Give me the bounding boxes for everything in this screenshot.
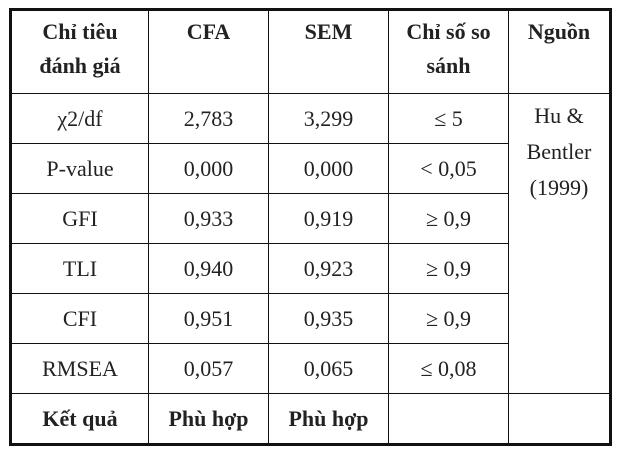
table-cell: 0,000 bbox=[148, 143, 269, 194]
result-cell: Phù hợp bbox=[148, 393, 269, 445]
table-row: χ2/df 2,783 3,299 ≤ 5 Hu & Bentler (1999) bbox=[10, 93, 611, 394]
result-cell: Kết quả bbox=[10, 393, 149, 445]
header-cell: CFA bbox=[148, 9, 269, 94]
table-cell: RMSEA bbox=[10, 343, 149, 394]
table-body: χ2/df 2,783 3,299 ≤ 5 Hu & Bentler (1999) P-v… bbox=[10, 93, 611, 445]
table-cell: P-value bbox=[10, 143, 149, 194]
header-row: Chỉ tiêu đánh giá CFA SEM Chỉ số so sánh… bbox=[10, 9, 611, 94]
table-cell: 3,299 bbox=[268, 93, 389, 144]
table-cell: 0,923 bbox=[268, 243, 389, 294]
header-cell: Nguồn bbox=[508, 9, 611, 94]
table-cell: 0,933 bbox=[148, 193, 269, 244]
table-cell: CFI bbox=[10, 293, 149, 344]
table-cell: ≥ 0,9 bbox=[388, 243, 509, 294]
table-row: GFI 0,933 0,919 ≥ 0,9 bbox=[10, 193, 611, 244]
table-row: TLI 0,940 0,923 ≥ 0,9 bbox=[10, 243, 611, 294]
fit-table: Chỉ tiêu đánh giá CFA SEM Chỉ số so sánh… bbox=[9, 8, 612, 446]
table-cell: 0,000 bbox=[268, 143, 389, 194]
table-cell: 0,065 bbox=[268, 343, 389, 394]
table-cell: ≤ 5 bbox=[388, 93, 509, 144]
table-cell: ≤ 0,08 bbox=[388, 343, 509, 394]
table-cell: ≥ 0,9 bbox=[388, 293, 509, 344]
source-cell: Hu & Bentler (1999) bbox=[508, 93, 611, 394]
table-row: CFI 0,951 0,935 ≥ 0,9 bbox=[10, 293, 611, 344]
empty-cell bbox=[508, 393, 611, 445]
result-row: Kết quả Phù hợp Phù hợp bbox=[10, 393, 611, 445]
empty-cell bbox=[388, 393, 509, 445]
table-cell: < 0,05 bbox=[388, 143, 509, 194]
header-cell: SEM bbox=[268, 9, 389, 94]
table-cell: 0,057 bbox=[148, 343, 269, 394]
header-cell: Chỉ số so sánh bbox=[388, 9, 509, 94]
table-cell: 0,919 bbox=[268, 193, 389, 244]
table-row: RMSEA 0,057 0,065 ≤ 0,08 bbox=[10, 343, 611, 394]
table-cell: GFI bbox=[10, 193, 149, 244]
table-cell: 0,935 bbox=[268, 293, 389, 344]
table-cell: 2,783 bbox=[148, 93, 269, 144]
table-cell: ≥ 0,9 bbox=[388, 193, 509, 244]
table-cell: 0,951 bbox=[148, 293, 269, 344]
table-cell: χ2/df bbox=[10, 93, 149, 144]
header-cell: Chỉ tiêu đánh giá bbox=[10, 9, 149, 94]
result-cell: Phù hợp bbox=[268, 393, 389, 445]
table-cell: TLI bbox=[10, 243, 149, 294]
table-cell: 0,940 bbox=[148, 243, 269, 294]
